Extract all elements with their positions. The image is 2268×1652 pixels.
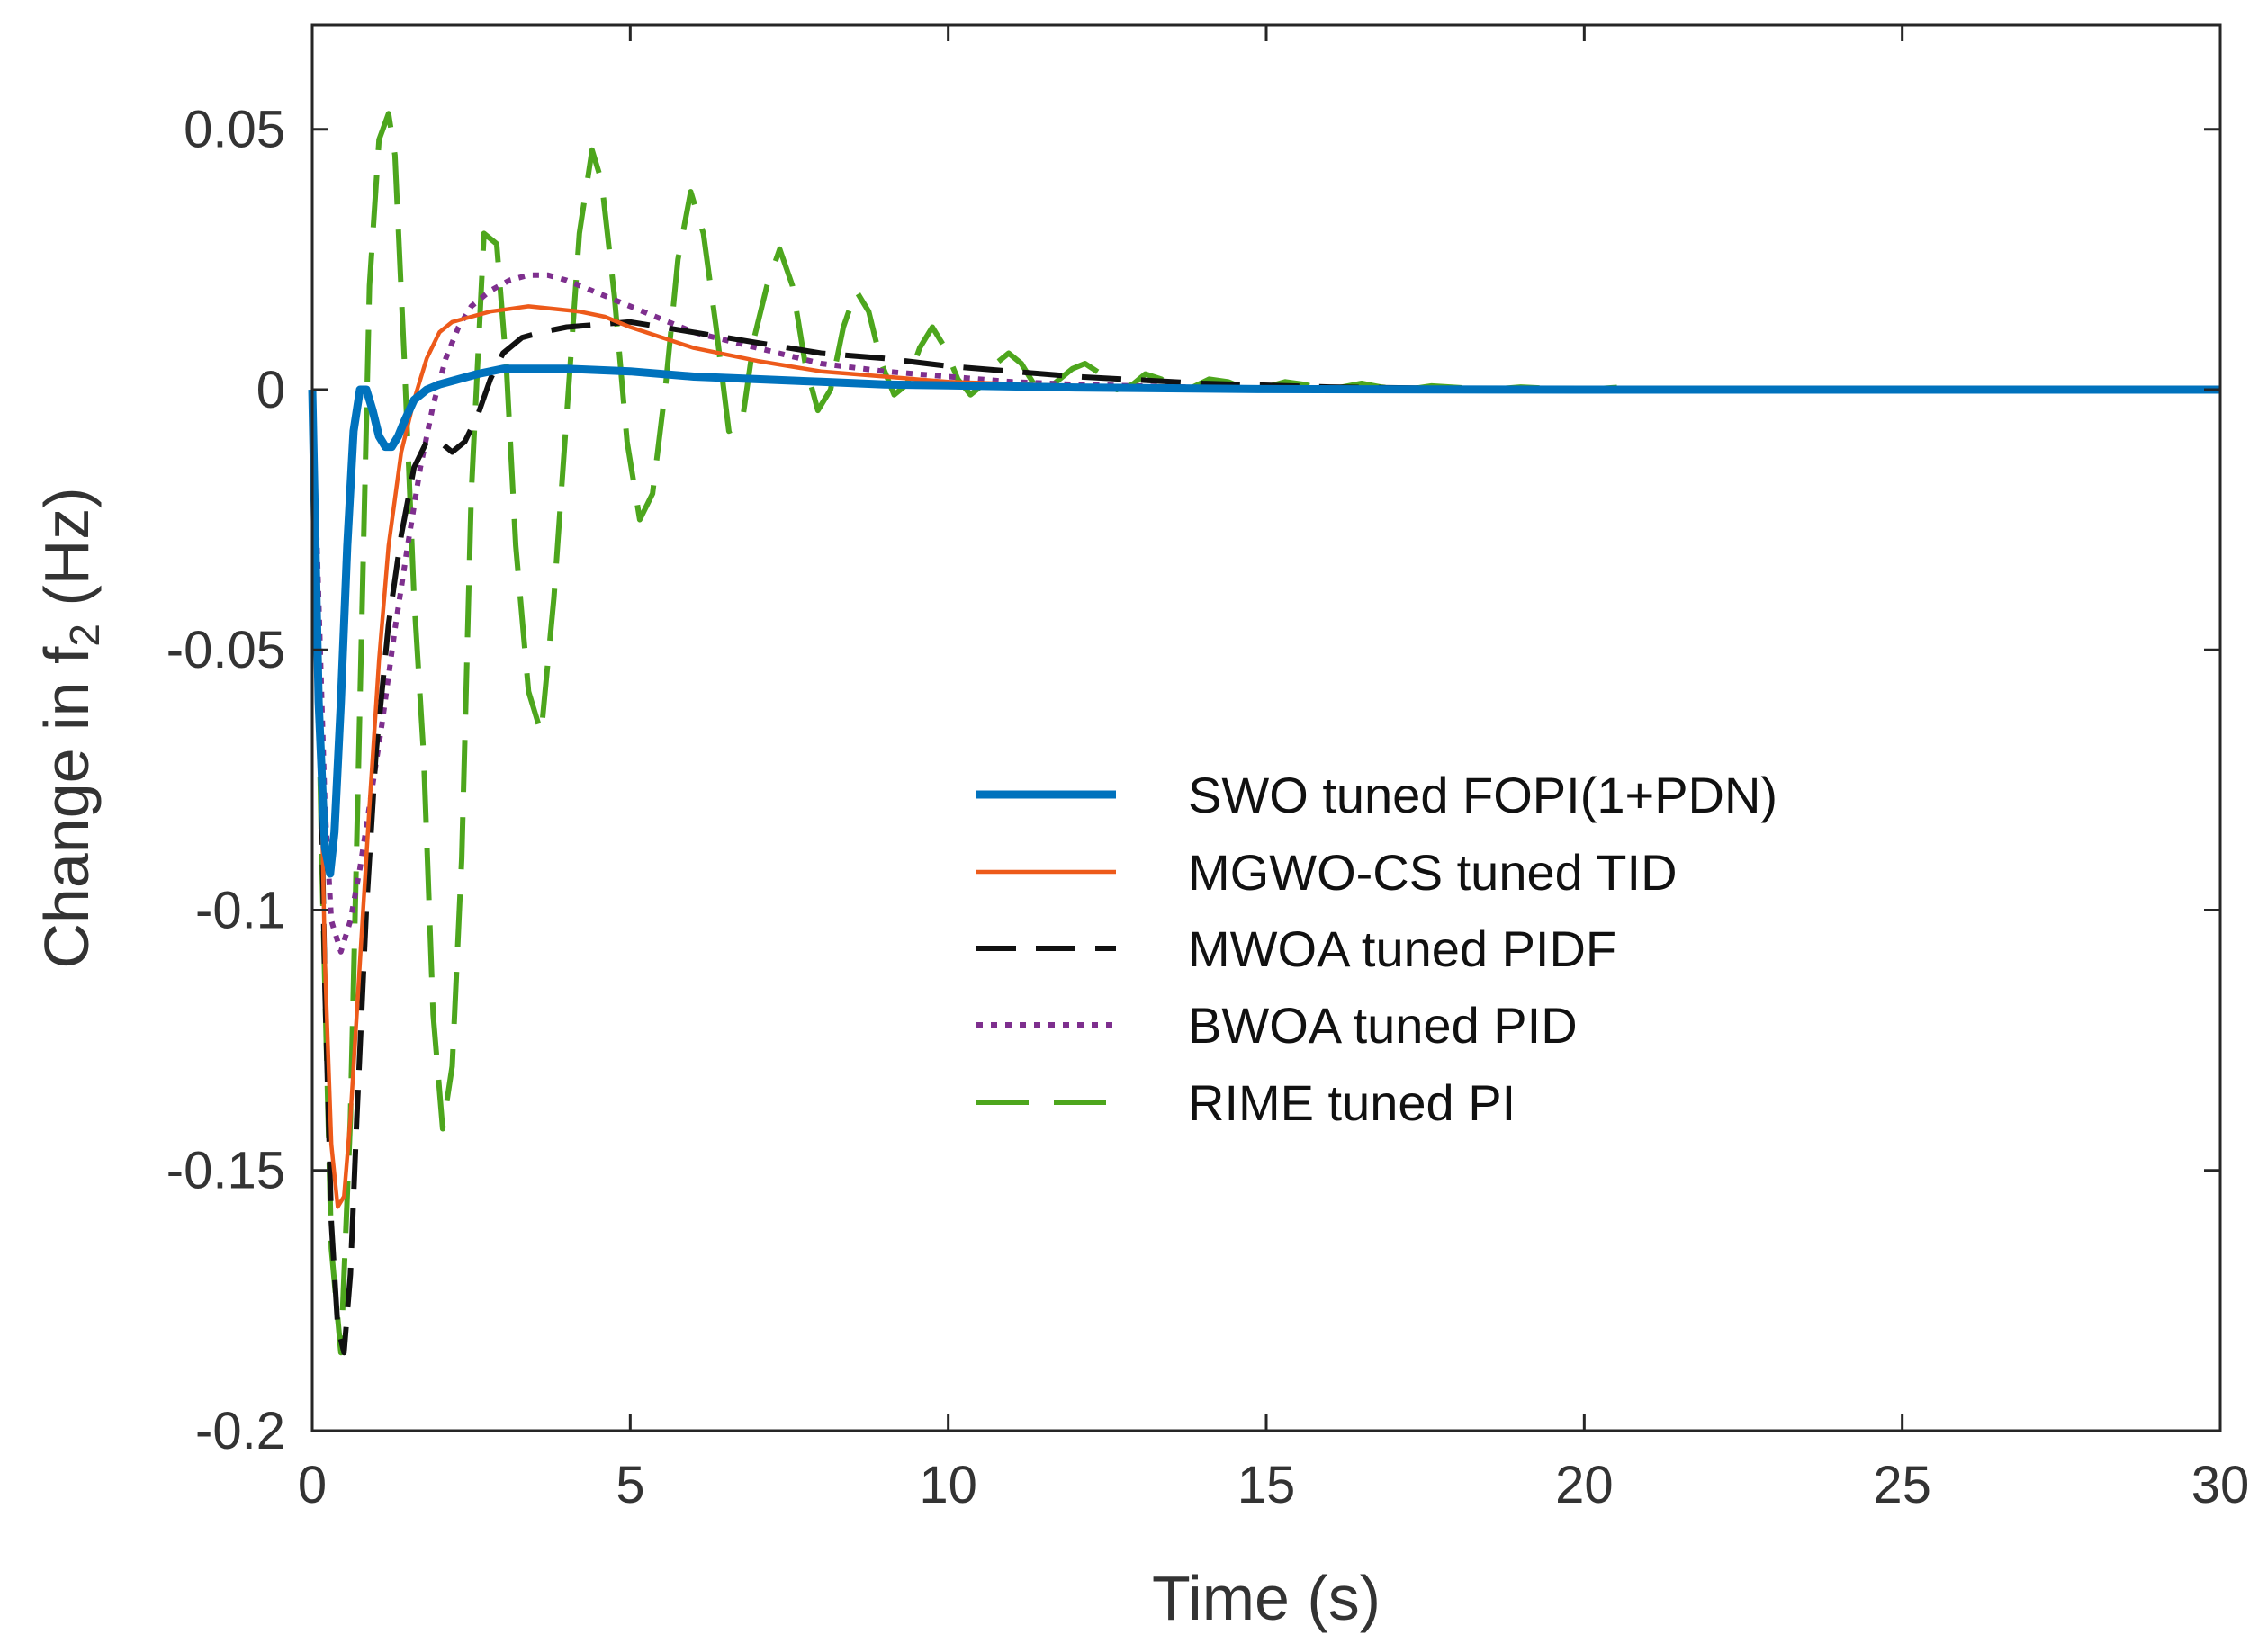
series-line-1 bbox=[308, 364, 2220, 878]
x-tick-label: 10 bbox=[919, 1456, 977, 1514]
x-tick-label: 30 bbox=[2192, 1456, 2250, 1514]
series-layer bbox=[308, 111, 2220, 1356]
y-axis-title: Change in f2 (Hz) bbox=[32, 487, 108, 968]
y-tick-label: -0.2 bbox=[195, 1402, 285, 1460]
legend-label-2: MGWO-CS tuned TID bbox=[1188, 844, 1678, 901]
y-axis-title-prefix: Change in f bbox=[32, 646, 102, 969]
y-tick-label: 0.05 bbox=[184, 101, 285, 159]
y-axis-title-suffix: (Hz) bbox=[32, 487, 102, 624]
x-tick-label: 25 bbox=[1873, 1456, 1931, 1514]
x-axis-title: Time (s) bbox=[1152, 1563, 1381, 1633]
legend-label-5: RIME tuned PI bbox=[1188, 1074, 1516, 1131]
x-tick-label: 15 bbox=[1238, 1456, 1296, 1514]
y-axis-title-subscript: 2 bbox=[61, 624, 108, 647]
y-tick-label: -0.15 bbox=[166, 1142, 285, 1200]
x-tick-label: 5 bbox=[616, 1456, 644, 1514]
y-tick-label: -0.05 bbox=[166, 621, 285, 679]
x-tick-label: 20 bbox=[1555, 1456, 1614, 1514]
tick-layer: 0 5 10 15 20 25 30 -0.2 -0.15 -0.1 -0.05 0 0.05 bbox=[166, 25, 2249, 1514]
legend-label-1: SWO tuned FOPI(1+PDN) bbox=[1188, 767, 1778, 823]
legend: SWO tuned FOPI(1+PDN) MGWO-CS tuned TID MW… bbox=[976, 767, 1778, 1131]
y-tick-label: 0 bbox=[256, 361, 285, 419]
x-tick-label: 0 bbox=[298, 1456, 327, 1514]
series-line-5 bbox=[310, 111, 2220, 1356]
legend-label-3: MWOA tuned PIDF bbox=[1188, 920, 1616, 977]
legend-label-4: BWOA tuned PID bbox=[1188, 997, 1578, 1054]
y-tick-label: -0.1 bbox=[195, 881, 285, 939]
